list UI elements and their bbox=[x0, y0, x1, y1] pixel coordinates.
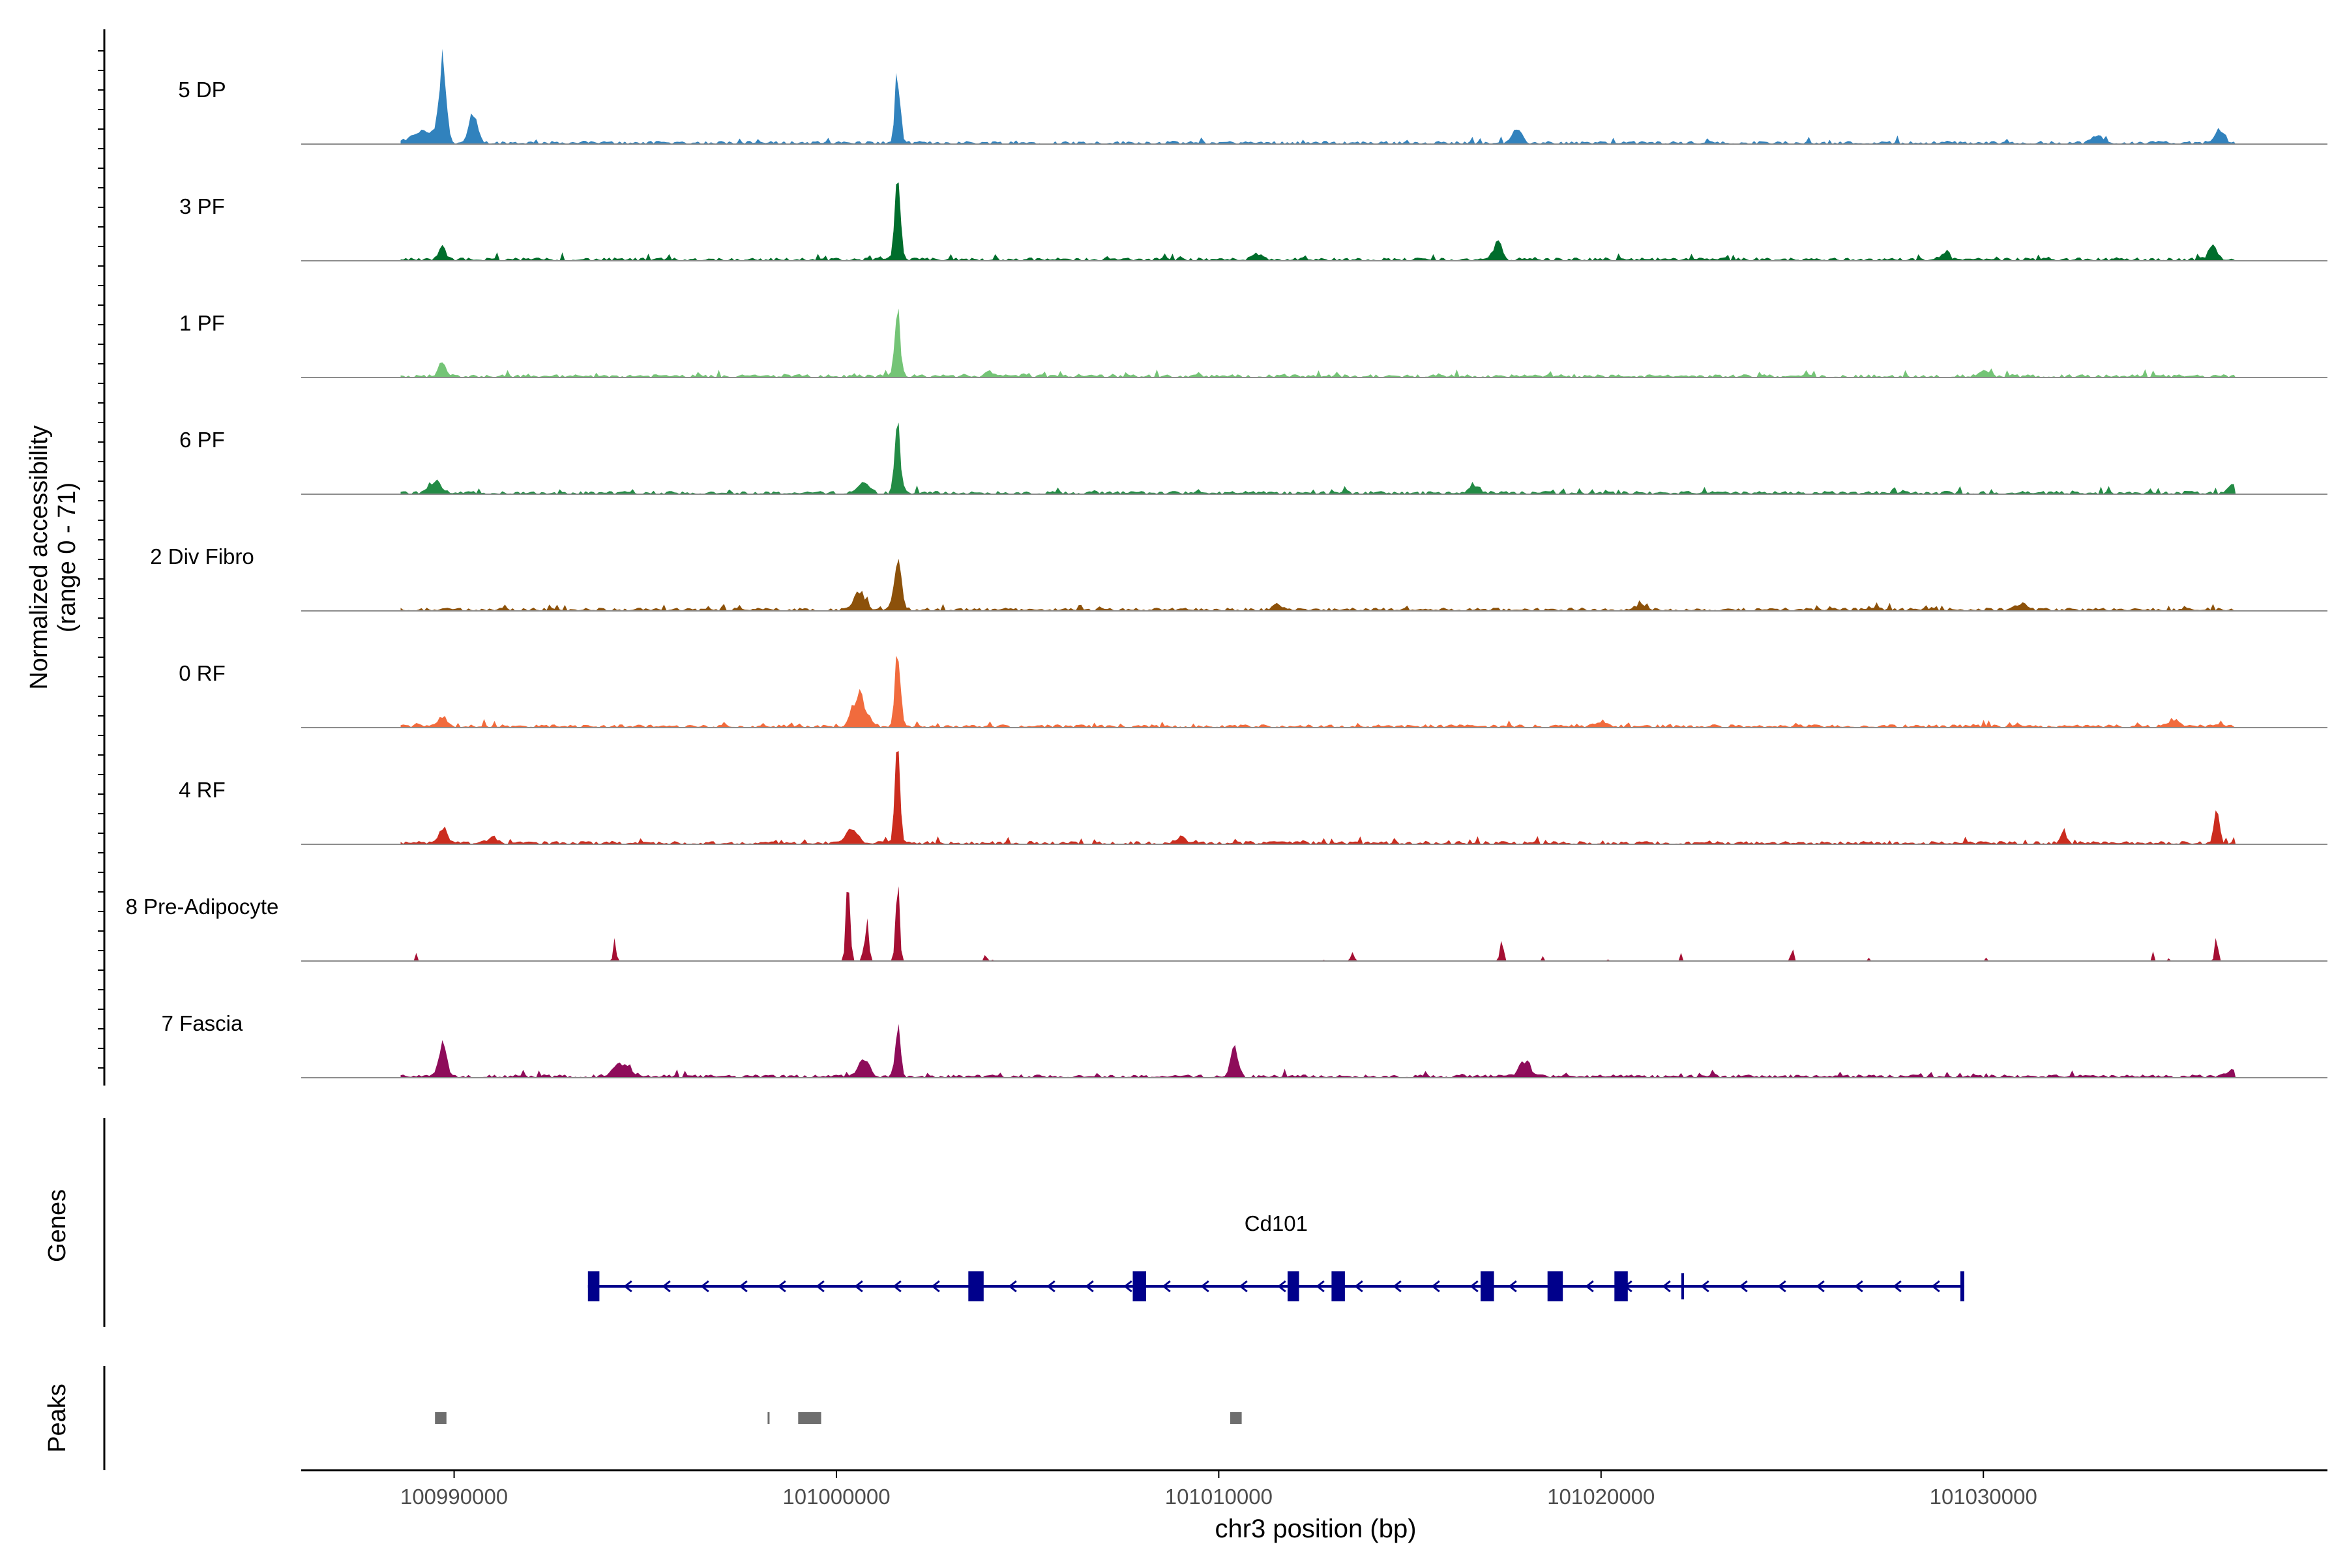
strand-arrow-icon bbox=[1123, 1280, 1132, 1293]
coverage-tracks: 5 DP 3 PF 1 PF 6 PF 2 Div Fibro 0 RF 4 RF 8 Pre… bbox=[126, 48, 2327, 1078]
strand-arrow-icon bbox=[1085, 1280, 1094, 1293]
strand-arrow-icon bbox=[1046, 1280, 1055, 1293]
x-tick-label: 101020000 bbox=[1547, 1485, 1655, 1509]
strand-arrow-icon bbox=[1816, 1280, 1825, 1293]
track-8: 8 Pre-Adipocyte bbox=[126, 886, 2327, 962]
strand-arrow-icon bbox=[739, 1280, 748, 1293]
coverage-area bbox=[400, 48, 2236, 145]
peak-region bbox=[767, 1412, 770, 1424]
gene-exon bbox=[1681, 1273, 1684, 1299]
strand-arrow-icon bbox=[1893, 1280, 1902, 1293]
x-tick-label: 101030000 bbox=[1930, 1485, 2037, 1509]
track-label: 3 PF bbox=[179, 194, 225, 218]
coverage-area bbox=[400, 308, 2236, 377]
track-label: 7 Fascia bbox=[162, 1011, 243, 1035]
strand-arrow-icon bbox=[1739, 1280, 1748, 1293]
peaks-track-label: Peaks bbox=[44, 1383, 71, 1453]
track-3: 1 PF bbox=[179, 308, 2327, 378]
strand-arrow-icon bbox=[1508, 1280, 1517, 1293]
x-tick-label: 101010000 bbox=[1165, 1485, 1273, 1509]
x-tick-label: 101000000 bbox=[782, 1485, 890, 1509]
strand-arrow-icon bbox=[1200, 1280, 1209, 1293]
strand-arrow-icon bbox=[623, 1280, 632, 1293]
gene-exon bbox=[1614, 1271, 1628, 1301]
strand-arrow-icon bbox=[1316, 1280, 1325, 1293]
coverage-area bbox=[400, 182, 2236, 261]
strand-arrow-icon bbox=[931, 1280, 940, 1293]
peak-region bbox=[435, 1412, 447, 1424]
gene-exon bbox=[1288, 1271, 1299, 1301]
genes-track-label: Genes bbox=[44, 1189, 71, 1262]
gene-exon bbox=[1132, 1271, 1146, 1301]
track-label: 0 RF bbox=[179, 661, 226, 685]
track-label: 6 PF bbox=[179, 428, 225, 452]
gene-exon bbox=[1331, 1271, 1345, 1301]
strand-arrow-icon bbox=[1008, 1280, 1017, 1293]
strand-arrow-icon bbox=[816, 1280, 825, 1293]
track-1: 5 DP bbox=[178, 48, 2327, 145]
strand-arrow-icon bbox=[700, 1280, 709, 1293]
strand-arrow-icon bbox=[854, 1280, 863, 1293]
coverage-area bbox=[400, 655, 2236, 728]
track-5: 2 Div Fibro bbox=[150, 544, 2327, 612]
peak-region bbox=[1230, 1412, 1242, 1424]
coverage-area bbox=[400, 422, 2236, 494]
coverage-y-axis bbox=[98, 29, 106, 1086]
track-label: 8 Pre-Adipocyte bbox=[126, 895, 279, 919]
strand-arrow-icon bbox=[1662, 1280, 1671, 1293]
peak-region bbox=[798, 1412, 821, 1424]
track-label: 2 Div Fibro bbox=[150, 544, 254, 569]
strand-arrow-icon bbox=[893, 1280, 902, 1293]
track-7: 4 RF bbox=[179, 751, 2327, 845]
coverage-area bbox=[400, 751, 2236, 844]
strand-arrow-icon bbox=[777, 1280, 786, 1293]
coverage-area bbox=[400, 886, 2236, 961]
strand-arrow-icon bbox=[1277, 1280, 1286, 1293]
peaks-track: Peaks bbox=[44, 1366, 1242, 1470]
strand-arrow-icon bbox=[662, 1280, 671, 1293]
strand-arrow-icon bbox=[1931, 1280, 1940, 1293]
track-label: 1 PF bbox=[179, 311, 225, 335]
gene-name-label: Cd101 bbox=[1245, 1211, 1308, 1235]
x-axis-label: chr3 position (bp) bbox=[1215, 1515, 1416, 1543]
y-axis-label: Normalized accessibility bbox=[25, 425, 53, 689]
track-4: 6 PF bbox=[179, 422, 2327, 495]
strand-arrow-icon bbox=[1239, 1280, 1248, 1293]
gene-exon bbox=[587, 1271, 600, 1301]
x-tick-label: 100990000 bbox=[400, 1485, 508, 1509]
strand-arrow-icon bbox=[1354, 1280, 1363, 1293]
strand-arrow-icon bbox=[1777, 1280, 1786, 1293]
gene-track: Genes Cd101 bbox=[44, 1118, 1964, 1327]
track-6: 0 RF bbox=[179, 655, 2327, 728]
strand-arrow-icon bbox=[1431, 1280, 1440, 1293]
gene-exon bbox=[1547, 1271, 1563, 1301]
track-label: 4 RF bbox=[179, 778, 226, 802]
coverage-area bbox=[400, 1024, 2236, 1078]
strand-arrow-icon bbox=[1469, 1280, 1479, 1293]
y-axis-range-label: (range 0 - 71) bbox=[53, 482, 81, 632]
strand-arrow-icon bbox=[1854, 1280, 1863, 1293]
strand-arrow-icon bbox=[1162, 1280, 1171, 1293]
strand-arrow-icon bbox=[1393, 1280, 1402, 1293]
track-label: 5 DP bbox=[178, 78, 226, 102]
gene-exon bbox=[1481, 1271, 1494, 1301]
strand-arrow-icon bbox=[1585, 1280, 1594, 1293]
gene-exon bbox=[968, 1271, 984, 1301]
coverage-area bbox=[400, 559, 2236, 611]
track-2: 3 PF bbox=[179, 182, 2327, 261]
strand-arrow-icon bbox=[1700, 1280, 1709, 1293]
gene-exon bbox=[1960, 1271, 1964, 1301]
track-9: 7 Fascia bbox=[162, 1011, 2327, 1078]
x-axis: chr3 position (bp) 100990000 101000000 101… bbox=[301, 1469, 2327, 1543]
